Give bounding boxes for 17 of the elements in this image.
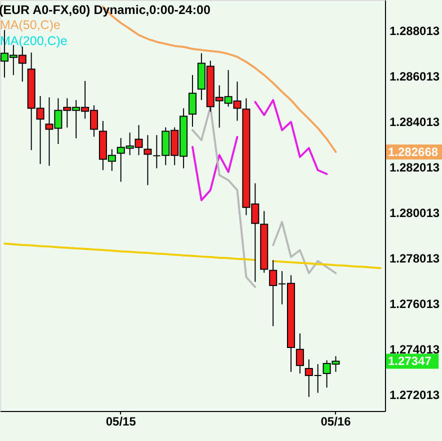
x-tick-label: 05/15 <box>106 414 136 428</box>
y-tick-label: 1.274013 <box>390 342 440 356</box>
y-tick-label: 1.280013 <box>390 206 440 220</box>
y-tick-label: 1.288013 <box>390 24 440 38</box>
y-tick-label: 1.282013 <box>390 160 440 174</box>
text: MA(50,C)e <box>0 18 60 32</box>
candlestick <box>144 134 152 186</box>
x-tick-label: 05/16 <box>320 414 352 428</box>
candlestick <box>188 74 196 128</box>
text: 1.27347 <box>388 354 432 368</box>
y-tick-label: 1.286013 <box>390 69 440 84</box>
candlestick <box>296 332 304 374</box>
y-tick-label: 1.278013 <box>390 251 440 266</box>
y-tick-label: 1.272013 <box>390 388 440 402</box>
y-tick-label: 1.284013 <box>390 114 440 129</box>
text: 1.282668 <box>388 144 438 159</box>
y-tick-label: 1.276013 <box>390 296 440 311</box>
